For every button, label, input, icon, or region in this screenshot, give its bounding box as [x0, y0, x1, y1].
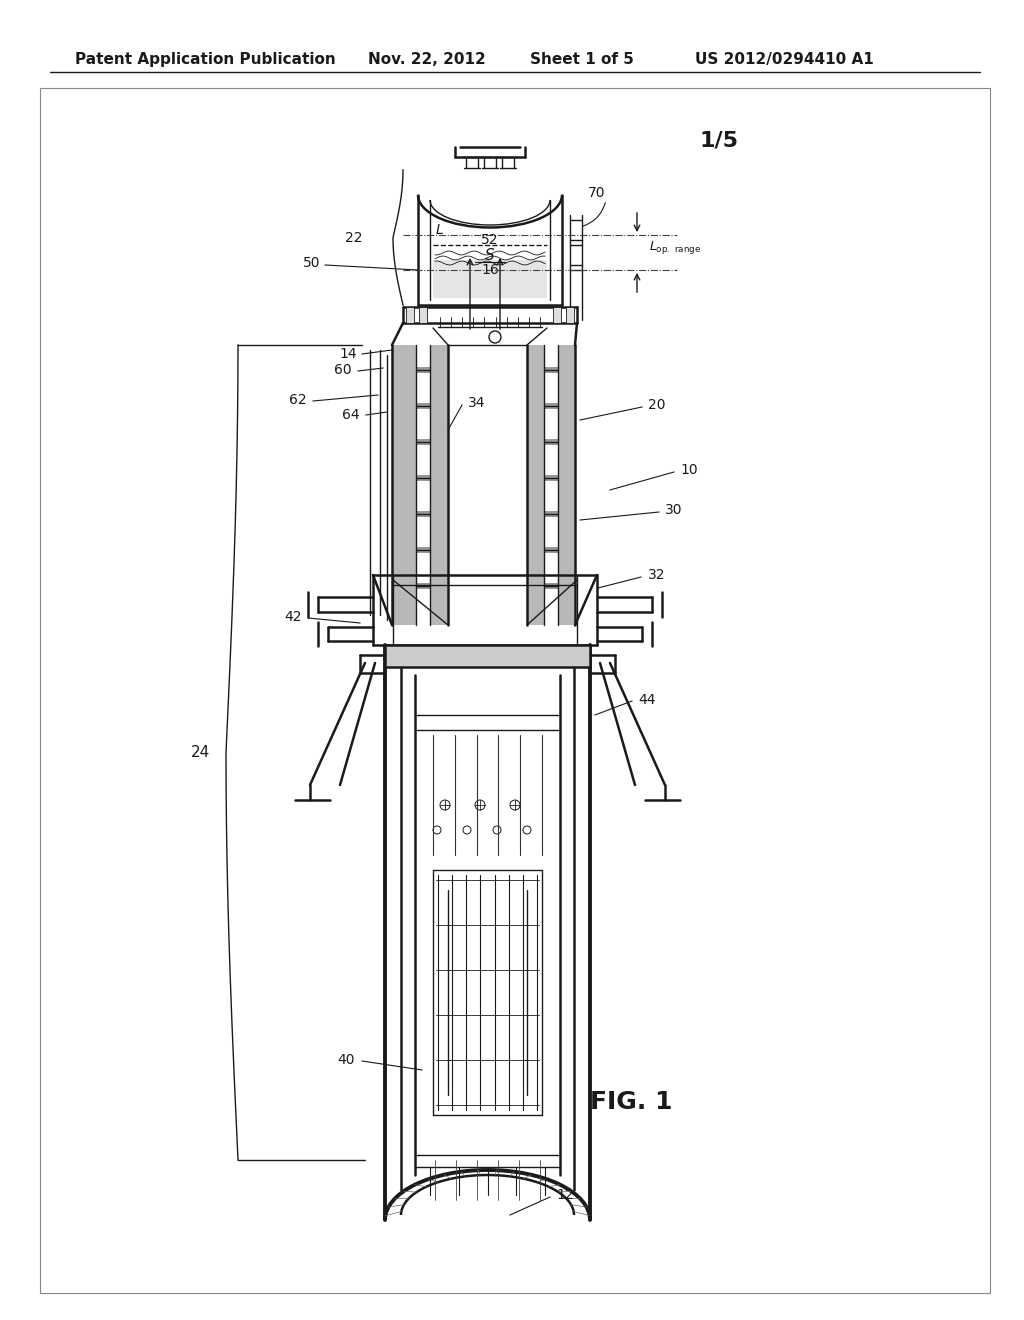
Text: 42: 42	[285, 610, 302, 624]
Text: 24: 24	[190, 744, 210, 760]
Text: 50: 50	[302, 256, 319, 271]
Text: 16: 16	[481, 263, 499, 277]
Text: $L_{\mathrm{op.\ range}}$: $L_{\mathrm{op.\ range}}$	[649, 239, 701, 256]
Bar	[544, 546, 558, 553]
Bar	[430, 345, 449, 624]
Bar	[416, 403, 430, 409]
Bar	[544, 511, 558, 517]
Text: Sheet 1 of 5: Sheet 1 of 5	[530, 51, 634, 67]
Bar	[566, 308, 574, 323]
Text: 52: 52	[481, 234, 499, 247]
Bar	[558, 345, 575, 624]
Bar	[392, 345, 416, 624]
Text: 14: 14	[339, 347, 357, 360]
Bar	[416, 475, 430, 480]
Bar	[416, 511, 430, 517]
Bar	[416, 440, 430, 445]
Text: 64: 64	[342, 408, 360, 422]
Text: 70: 70	[588, 186, 605, 201]
Text: 30: 30	[665, 503, 683, 517]
Bar	[416, 367, 430, 374]
Bar	[527, 345, 544, 624]
Text: S: S	[485, 248, 495, 263]
Text: 12: 12	[556, 1188, 573, 1203]
Text: 1/5: 1/5	[700, 129, 739, 150]
Text: L: L	[436, 223, 443, 238]
Text: 44: 44	[638, 693, 655, 708]
Text: US 2012/0294410 A1: US 2012/0294410 A1	[695, 51, 873, 67]
Bar	[406, 308, 414, 323]
Bar	[544, 583, 558, 589]
Bar	[419, 308, 427, 323]
Text: Patent Application Publication: Patent Application Publication	[75, 51, 336, 67]
Bar	[385, 645, 590, 667]
Text: 20: 20	[648, 399, 666, 412]
Bar	[544, 440, 558, 445]
Bar	[544, 475, 558, 480]
Text: Nov. 22, 2012: Nov. 22, 2012	[368, 51, 485, 67]
Text: 10: 10	[680, 463, 697, 477]
Text: 62: 62	[290, 393, 307, 407]
Bar	[544, 403, 558, 409]
Text: 60: 60	[335, 363, 352, 378]
Text: 34: 34	[468, 396, 485, 411]
Bar	[553, 308, 561, 323]
Bar	[416, 546, 430, 553]
Text: 22: 22	[345, 231, 362, 244]
Text: FIG. 1: FIG. 1	[590, 1090, 673, 1114]
Polygon shape	[433, 260, 547, 298]
Bar	[416, 583, 430, 589]
Bar	[544, 367, 558, 374]
Text: 40: 40	[338, 1053, 355, 1067]
Text: 32: 32	[648, 568, 666, 582]
